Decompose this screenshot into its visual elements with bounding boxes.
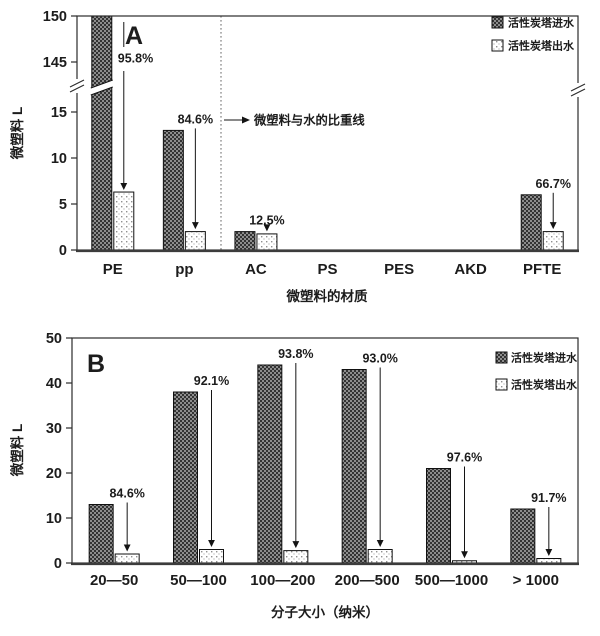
plot-border-b (71, 337, 579, 564)
legend-label-influent: 活性炭塔进水 (511, 351, 578, 365)
x-axis-title-b: 分子大小（纳米） (271, 604, 379, 620)
x-category-label: 50—100 (170, 572, 227, 589)
density-annotation-arrowhead-icon (242, 116, 250, 124)
chart-a: 微塑料与水的比重线 0 5 10 15 145 150 PE pp AC PS PES AKD PFTE 微… (9, 9, 586, 304)
x-axis-title-a: 微塑料的材质 (286, 288, 368, 304)
x-category-label: PS (317, 261, 337, 278)
panel-letter-b: B (87, 350, 105, 378)
bar-break-line-top (90, 79, 113, 89)
bar-in-20—50 (88, 504, 114, 564)
removal-arrow-100—200-head (292, 541, 300, 549)
removal-arrow-AC-head (263, 224, 271, 232)
legend-swatch-influent (495, 351, 508, 364)
axis-break-mark (570, 83, 586, 92)
x-category-label: > 1000 (513, 572, 559, 589)
bar-out-50—100 (199, 549, 224, 564)
density-annotation-label: 微塑料与水的比重线 (253, 112, 365, 127)
removal-label-50—100: 92.1% (194, 374, 229, 388)
bar-in-> 1000 (510, 508, 536, 564)
bar-in-50—100 (173, 391, 198, 564)
panel-letter-a: A (125, 22, 143, 50)
removal-arrow-20—50-head (123, 544, 131, 552)
bar-break-band (90, 80, 113, 95)
legend-label-effluent: 活性炭塔出水 (508, 39, 575, 53)
y-tick-label: 5 (59, 197, 67, 213)
legend-label-influent: 活性炭塔进水 (508, 16, 575, 30)
bar-out-100—200 (283, 550, 309, 564)
removal-label-PE: 95.8% (118, 52, 153, 66)
bar-out-PFTE (542, 231, 564, 251)
removal-label-> 1000: 91.7% (531, 491, 566, 505)
removal-arrow-500—1000-head (461, 551, 468, 559)
x-category-label: PFTE (523, 261, 561, 278)
bar-in-100—200 (257, 364, 283, 564)
bar-break-line-bottom (90, 86, 113, 96)
bar-out-PE (113, 191, 135, 251)
x-category-label: PES (384, 261, 414, 278)
y-tick-label: 0 (59, 243, 67, 259)
chart-b: 0 10 20 30 40 50 20—50 50—100 100—200 200—500 500—… (9, 331, 579, 620)
y-axis-title-b: 微塑料 L (9, 424, 25, 478)
removal-arrow-50—100-head (208, 540, 215, 547)
bar-in-PFTE (520, 194, 542, 251)
y-tick-label: 50 (46, 331, 62, 347)
bar-out-AC (256, 233, 278, 251)
bar-in-200—500 (341, 369, 367, 564)
x-category-label: PE (103, 261, 123, 278)
x-category-label: AC (245, 261, 267, 278)
bar-in-pp (162, 129, 184, 251)
axis-break-mark (570, 88, 586, 97)
bar-in-500—1000 (426, 468, 451, 564)
bar-out-20—50 (114, 553, 140, 564)
x-category-label: 500—1000 (415, 572, 488, 589)
removal-arrow-200—500-head (376, 540, 384, 547)
bar-out-200—500 (367, 549, 393, 564)
legend-label-effluent: 活性炭塔出水 (511, 378, 578, 392)
x-category-label: 20—50 (90, 572, 138, 589)
removal-arrow-PE-head (120, 183, 128, 191)
removal-arrow-PFTE-head (549, 222, 557, 230)
legend-swatch-effluent (491, 39, 504, 52)
y-tick-label: 150 (43, 9, 67, 25)
x-category-label: 100—200 (250, 572, 315, 589)
y-tick-label: 10 (51, 151, 67, 167)
bar-out-> 1000 (536, 558, 562, 564)
axis-break-mark (69, 79, 85, 88)
removal-label-PFTE: 66.7% (535, 177, 570, 191)
bar-in-AC (234, 231, 256, 251)
bar-in-PE (91, 15, 113, 251)
y-tick-label: 145 (43, 55, 67, 71)
y-tick-label: 30 (46, 421, 62, 437)
removal-label-200—500: 93.0% (362, 352, 397, 366)
removal-label-AC: 12.5% (249, 214, 284, 228)
legend-swatch-effluent (495, 378, 508, 391)
y-tick-label: 20 (46, 466, 62, 482)
legend-swatch-influent (491, 16, 504, 29)
x-category-label: 200—500 (335, 572, 400, 589)
axis-break-mark (69, 84, 85, 93)
x-category-label: AKD (454, 261, 487, 278)
removal-label-500—1000: 97.6% (447, 451, 482, 465)
removal-label-20—50: 84.6% (109, 487, 144, 501)
axis-break-gap (571, 83, 585, 97)
y-axis-title-a: 微塑料 L (9, 107, 25, 161)
y-tick-label: 40 (46, 376, 62, 392)
x-category-label: pp (175, 261, 193, 278)
y-tick-label: 10 (46, 511, 62, 527)
y-tick-label: 15 (51, 105, 67, 121)
removal-arrow-> 1000-head (545, 549, 553, 556)
axis-break-gap (70, 79, 84, 93)
bar-out-pp (184, 231, 206, 251)
removal-label-100—200: 93.8% (278, 347, 313, 361)
removal-label-pp: 84.6% (178, 112, 213, 126)
y-tick-label: 0 (54, 556, 62, 572)
removal-arrow-pp-head (191, 222, 199, 230)
